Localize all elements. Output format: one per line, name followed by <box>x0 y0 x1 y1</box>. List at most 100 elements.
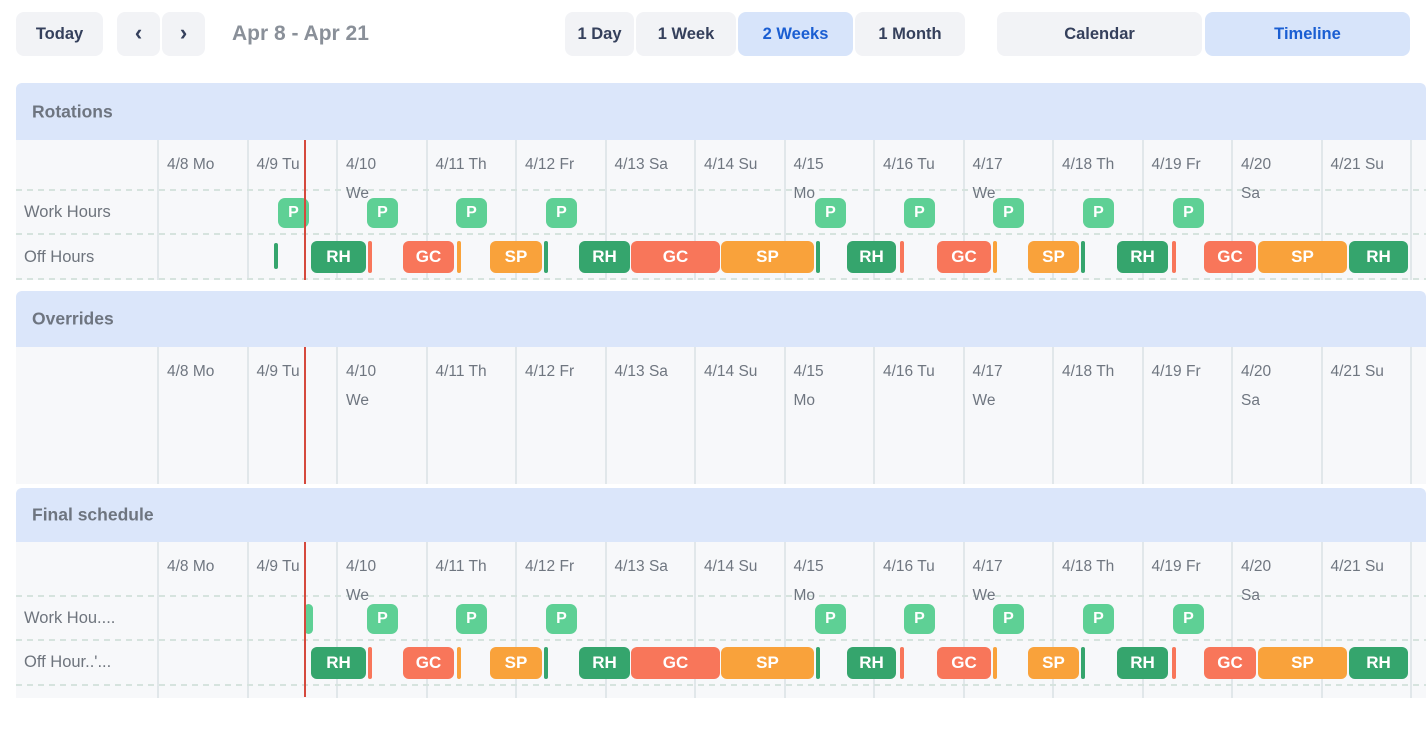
shift-block-RH[interactable]: RH <box>311 647 366 679</box>
shift-badge-P[interactable]: P <box>1083 198 1114 228</box>
date-cell-4-12-fr: 4/12 Fr <box>525 558 575 575</box>
row-divider <box>16 639 1426 641</box>
column-separator <box>783 542 786 698</box>
timeline-button[interactable]: Timeline <box>1205 12 1410 56</box>
section-header-final-schedule: Final schedule <box>16 488 1426 542</box>
shift-badge-P[interactable]: P <box>1173 604 1204 634</box>
shift-block-GC[interactable]: GC <box>631 241 720 273</box>
shift-block-GC[interactable]: GC <box>631 647 720 679</box>
shift-badge-P[interactable]: P <box>815 604 846 634</box>
shift-tick[interactable] <box>900 241 904 273</box>
shift-tick[interactable] <box>1081 241 1085 273</box>
shift-badge-clipped[interactable] <box>304 604 313 634</box>
date-cell-4-13-sa: 4/13 Sa <box>614 363 668 380</box>
shift-block-SP[interactable]: SP <box>721 241 814 273</box>
shift-block-RH[interactable]: RH <box>579 647 630 679</box>
column-separator <box>515 140 517 280</box>
date-cell-4-21-su: 4/21 Su <box>1330 363 1384 380</box>
shift-block-GC[interactable]: GC <box>1204 241 1256 273</box>
shift-tick[interactable] <box>544 241 548 273</box>
shift-block-SP[interactable]: SP <box>490 241 542 273</box>
shift-block-GC[interactable]: GC <box>403 241 454 273</box>
zoom-1-day-button[interactable]: 1 Day <box>565 12 634 56</box>
shift-tick[interactable] <box>816 647 820 679</box>
shift-badge-P[interactable]: P <box>546 198 577 228</box>
prev-period-button[interactable]: ‹ <box>117 12 160 56</box>
shift-tick[interactable] <box>274 243 278 269</box>
shift-block-GC[interactable]: GC <box>1204 647 1256 679</box>
shift-badge-P[interactable]: P <box>904 604 935 634</box>
shift-block-RH[interactable]: RH <box>847 241 896 273</box>
calendar-button[interactable]: Calendar <box>997 12 1202 56</box>
date-cell-4-15-mo: 4/15 Mo <box>793 558 824 604</box>
shift-tick[interactable] <box>816 241 820 273</box>
column-separator <box>873 347 875 484</box>
shift-block-SP[interactable]: SP <box>1258 241 1347 273</box>
column-separator <box>1410 542 1412 698</box>
shift-tick[interactable] <box>457 647 461 679</box>
shift-badge-P[interactable]: P <box>456 604 487 634</box>
shift-badge-P[interactable]: P <box>815 198 846 228</box>
row-label-work-hours: Work Hours <box>24 202 111 221</box>
date-cell-4-20-sa: 4/20 Sa <box>1241 363 1272 409</box>
next-period-button[interactable]: › <box>162 12 205 56</box>
date-range-title: Apr 8 - Apr 21 <box>232 22 369 45</box>
date-cell-4-17-we: 4/17 We <box>972 156 1003 202</box>
date-cell-4-11-th: 4/11 Th <box>435 558 487 575</box>
shift-badge-P[interactable]: P <box>993 198 1024 228</box>
shift-tick[interactable] <box>1172 647 1176 679</box>
shift-block-SP[interactable]: SP <box>721 647 814 679</box>
column-separator <box>425 140 428 280</box>
shift-block-RH[interactable]: RH <box>1349 647 1408 679</box>
row-divider <box>16 189 1426 191</box>
column-separator <box>1320 140 1323 280</box>
shift-badge-P[interactable]: P <box>546 604 577 634</box>
shift-badge-P[interactable]: P <box>367 198 398 228</box>
date-cell-4-9-tu: 4/9 Tu <box>256 558 300 575</box>
shift-block-SP[interactable]: SP <box>1258 647 1347 679</box>
shift-tick[interactable] <box>993 647 997 679</box>
shift-block-RH[interactable]: RH <box>847 647 896 679</box>
shift-badge-P[interactable]: P <box>904 198 935 228</box>
zoom-1-week-button[interactable]: 1 Week <box>636 12 736 56</box>
shift-block-RH[interactable]: RH <box>311 241 366 273</box>
shift-block-GC[interactable]: GC <box>403 647 454 679</box>
shift-badge-P[interactable]: P <box>1173 198 1204 228</box>
shift-tick[interactable] <box>544 647 548 679</box>
column-separator <box>694 347 696 484</box>
shift-badge-P[interactable]: P <box>456 198 487 228</box>
shift-block-RH[interactable]: RH <box>579 241 630 273</box>
shift-tick[interactable] <box>368 647 372 679</box>
column-separator <box>873 140 875 280</box>
shift-tick[interactable] <box>1172 241 1176 273</box>
shift-badge-P[interactable]: P <box>367 604 398 634</box>
shift-badge-P[interactable]: P <box>1083 604 1114 634</box>
shift-block-GC[interactable]: GC <box>937 241 991 273</box>
now-line <box>304 347 306 484</box>
column-separator <box>157 347 159 484</box>
shift-block-RH[interactable]: RH <box>1117 647 1168 679</box>
zoom-1-month-button[interactable]: 1 Month <box>855 12 965 56</box>
shift-badge-P[interactable]: P <box>278 198 309 228</box>
shift-tick[interactable] <box>1081 647 1085 679</box>
shift-tick[interactable] <box>368 241 372 273</box>
shift-block-SP[interactable]: SP <box>490 647 542 679</box>
date-cell-4-10-we: 4/10 We <box>346 558 377 604</box>
zoom-2-weeks-button[interactable]: 2 Weeks <box>738 12 853 56</box>
shift-block-SP[interactable]: SP <box>1028 241 1079 273</box>
shift-block-RH[interactable]: RH <box>1349 241 1408 273</box>
today-button[interactable]: Today <box>16 12 103 56</box>
section-header-overrides: Overrides <box>16 291 1426 347</box>
shift-tick[interactable] <box>993 241 997 273</box>
column-separator <box>336 140 338 280</box>
column-separator <box>1052 542 1054 698</box>
shift-block-RH[interactable]: RH <box>1117 241 1168 273</box>
shift-tick[interactable] <box>457 241 461 273</box>
shift-badge-P[interactable]: P <box>993 604 1024 634</box>
shift-block-SP[interactable]: SP <box>1028 647 1079 679</box>
rotations-title: Rotations <box>32 101 113 121</box>
date-cell-4-19-fr: 4/19 Fr <box>1151 558 1201 575</box>
shift-block-GC[interactable]: GC <box>937 647 991 679</box>
shift-tick[interactable] <box>900 647 904 679</box>
